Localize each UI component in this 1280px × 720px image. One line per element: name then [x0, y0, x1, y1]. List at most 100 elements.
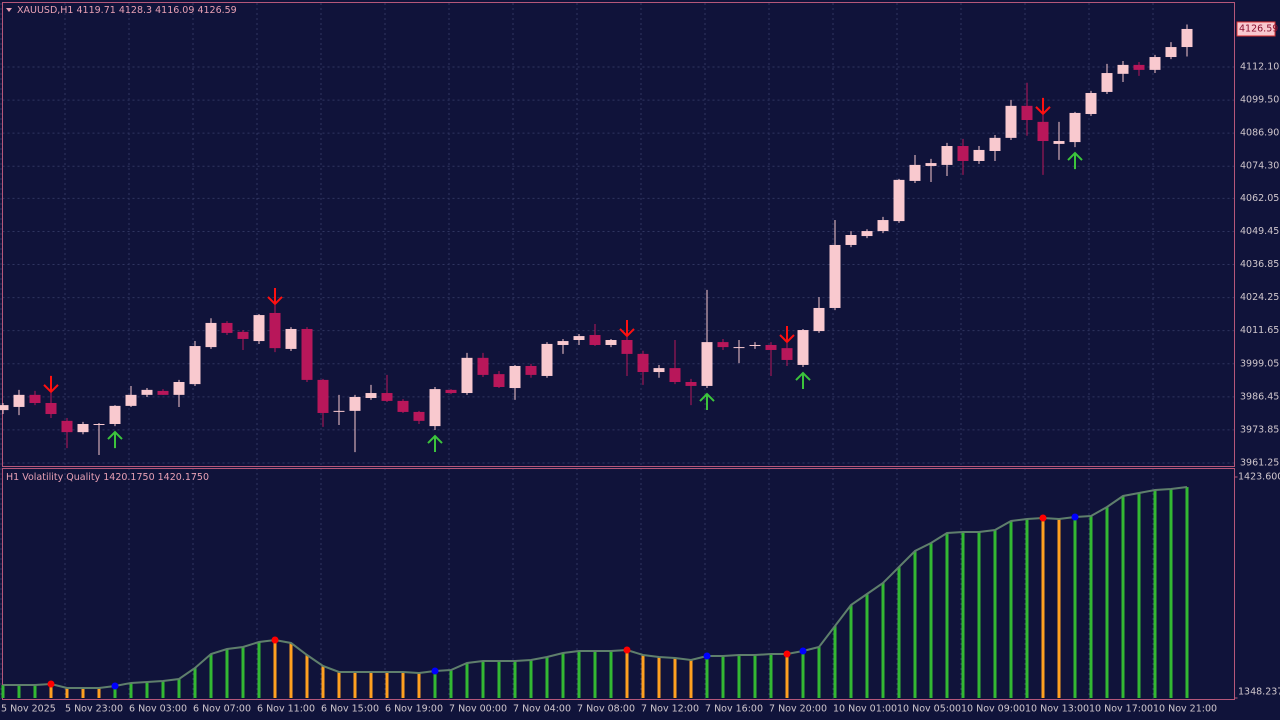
candle-body	[1101, 73, 1113, 92]
candle-body	[381, 393, 393, 401]
sell-arrow	[267, 287, 283, 306]
candle-body	[493, 374, 505, 387]
x-tick-label: 10 Nov 09:00	[961, 704, 1025, 715]
candle-body	[61, 420, 73, 433]
indicator-value: 1420.1750	[103, 472, 154, 483]
indicator-title: H1 Volatility Quality	[6, 472, 101, 483]
candle-body	[429, 389, 441, 427]
x-tick-label: 5 Nov 2025	[1, 704, 56, 715]
candle-body	[685, 382, 697, 386]
candle-body	[557, 341, 569, 345]
candle-body	[797, 330, 809, 365]
x-tick-label: 10 Nov 01:00	[833, 704, 897, 715]
x-tick-label: 6 Nov 07:00	[193, 704, 251, 715]
y-tick-label: 4099.50	[1240, 95, 1279, 106]
candle-body	[125, 394, 137, 406]
candle-body	[1149, 57, 1161, 70]
candle-body	[717, 342, 729, 348]
candle-body	[173, 382, 185, 395]
y-tick-label: 3973.85	[1240, 424, 1279, 435]
signal-dot	[1039, 514, 1047, 522]
signal-dot	[111, 682, 119, 690]
candle-body	[781, 348, 793, 360]
candle-body	[957, 146, 969, 161]
y-tick-label: 4074.30	[1240, 161, 1279, 172]
indicator-value: 1420.1750	[158, 472, 209, 483]
last-close: 4126.59	[197, 5, 236, 16]
sell-arrow	[1035, 97, 1051, 116]
candle-body	[1069, 112, 1081, 143]
candle-body	[509, 365, 521, 389]
candle-body	[733, 347, 745, 349]
candle-body	[45, 403, 57, 415]
candle-body	[29, 394, 41, 403]
x-tick-label: 10 Nov 17:00	[1089, 704, 1153, 715]
signal-dot	[1071, 513, 1079, 521]
candle-body	[1181, 28, 1193, 48]
candle-body	[253, 315, 265, 342]
candle-body	[1053, 141, 1065, 144]
y-tick-label: 4024.25	[1240, 292, 1279, 303]
x-tick-label: 10 Nov 13:00	[1025, 704, 1089, 715]
y-tick-label: 4036.85	[1240, 259, 1279, 270]
candle-body	[13, 394, 25, 407]
volatility-line	[3, 486, 1188, 689]
candle-body	[845, 235, 857, 245]
candle-body	[1085, 92, 1097, 114]
candle-body	[205, 322, 217, 348]
candle-body	[893, 179, 905, 222]
candle-body	[141, 389, 153, 395]
candle-body	[221, 322, 233, 333]
buy-arrow	[107, 430, 123, 449]
candle-body	[541, 343, 553, 376]
y-tick-label: 4049.45	[1240, 226, 1279, 237]
buy-arrow	[1067, 151, 1083, 170]
candle-body	[365, 393, 377, 399]
x-tick-label: 6 Nov 03:00	[129, 704, 187, 715]
candle-body	[397, 400, 409, 412]
candle-body	[461, 357, 473, 394]
y-tick-label: 4062.05	[1240, 193, 1279, 204]
y-tick-label: 3986.45	[1240, 391, 1279, 402]
candle-body	[861, 231, 873, 237]
candle-body	[1117, 64, 1129, 74]
candle-body	[877, 220, 889, 232]
candle-body	[349, 396, 361, 411]
last-high: 4128.3	[119, 5, 152, 16]
candle-body	[941, 146, 953, 165]
candle-body	[973, 149, 985, 161]
candle-body	[301, 328, 313, 380]
grid	[0, 3, 1235, 699]
x-tick-label: 6 Nov 19:00	[385, 704, 443, 715]
signal-dot	[47, 680, 55, 688]
x-tick-label: 6 Nov 11:00	[257, 704, 315, 715]
candle-body	[701, 342, 713, 386]
y-tick-label: 1423.6006	[1238, 472, 1280, 483]
candle-body	[1005, 105, 1017, 138]
candle-body	[109, 405, 121, 424]
candle-body	[237, 331, 249, 339]
candle-body	[1165, 47, 1177, 58]
candle-body	[749, 344, 761, 346]
candle-body	[637, 353, 649, 373]
candle-body	[765, 344, 777, 350]
candle-body	[1133, 64, 1145, 70]
candle-body	[669, 368, 681, 382]
signal-dot	[783, 650, 791, 658]
x-tick-label: 10 Nov 21:00	[1153, 704, 1217, 715]
x-tick-label: 6 Nov 15:00	[321, 704, 379, 715]
menu-triangle[interactable]	[6, 8, 12, 12]
symbol: XAUUSD,H1	[17, 5, 73, 16]
signal-dot	[271, 636, 279, 644]
candle-body	[413, 411, 425, 421]
candle-body	[573, 336, 585, 340]
y-tick-label: 3961.25	[1240, 457, 1279, 468]
price-pane: 3961.25 3973.85 3986.45 3999.05 4011.65 4024.…	[0, 21, 1279, 468]
candle-body	[989, 137, 1001, 151]
x-tick-label: 7 Nov 20:00	[769, 704, 827, 715]
candle-body	[0, 405, 9, 411]
indicator-pane-border	[2, 468, 1235, 700]
y-tick-label: 4112.10	[1240, 62, 1279, 73]
